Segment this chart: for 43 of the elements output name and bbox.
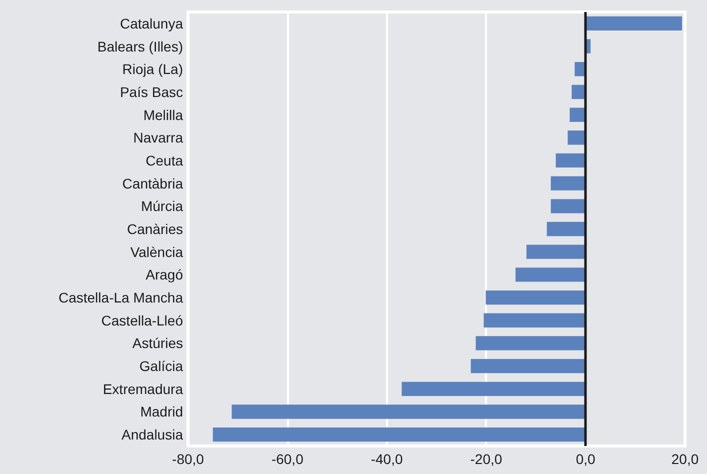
y-tick-label: Catalunya (120, 15, 184, 32)
y-tick-label: Ceuta (146, 152, 184, 168)
y-tick-label: Navarra (133, 130, 184, 146)
x-tick-label: -80,0 (172, 451, 204, 467)
y-tick-label: Melilla (143, 106, 184, 123)
bar (526, 244, 586, 259)
y-tick-label: Aragó (146, 266, 184, 283)
y-tick-label: Extremadura (102, 380, 184, 397)
bar (570, 108, 586, 122)
x-tick-label: 0,0 (576, 451, 596, 467)
y-tick-label: Rioja (La) (122, 61, 183, 78)
bar (550, 199, 586, 214)
bar (572, 84, 586, 100)
bar (568, 130, 586, 145)
bar (484, 313, 586, 328)
bar (546, 222, 586, 236)
y-tick-label: Andalusia (122, 426, 184, 443)
bar (232, 404, 586, 419)
y-tick-label: Balears (Illes) (97, 38, 183, 54)
bar (556, 153, 586, 168)
bar (212, 428, 586, 442)
y-tick-label: Canàries (126, 221, 183, 237)
bar (402, 382, 586, 396)
x-tick-label: -60,0 (271, 451, 304, 467)
y-tick-label: Castella-La Mancha (58, 290, 184, 306)
y-tick-label: Astúries (132, 335, 183, 352)
x-tick-label: -40,0 (370, 451, 403, 467)
x-tick-label: 20,0 (671, 451, 699, 467)
y-tick-label: Galícia (139, 358, 184, 374)
y-tick-label: Cantàbria (122, 175, 184, 192)
y-tick-label: Múrcia (140, 198, 184, 214)
bar (486, 290, 586, 305)
bar (574, 62, 586, 76)
bar (516, 268, 586, 282)
bar (586, 16, 682, 30)
bar (476, 336, 586, 350)
bar (550, 176, 586, 190)
y-tick-label: Castella-Lleó (101, 312, 184, 328)
bar (470, 358, 586, 374)
y-tick-label: Madrid (140, 404, 183, 420)
y-tick-label: País Basc (120, 84, 183, 100)
y-tick-label: València (130, 244, 184, 260)
x-tick-label: -20,0 (470, 451, 502, 467)
